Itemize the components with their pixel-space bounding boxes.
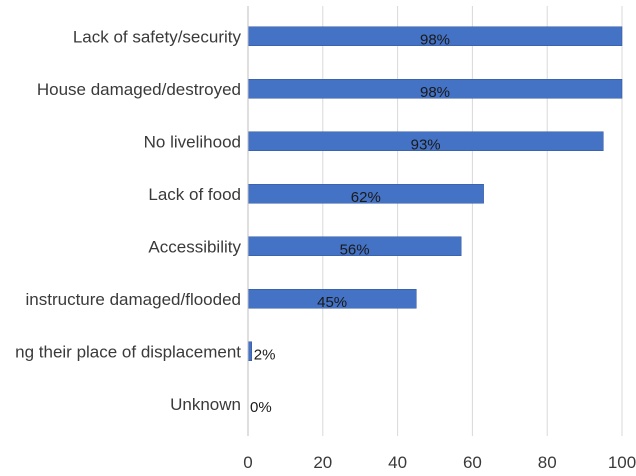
category-label: No livelihood (144, 132, 241, 151)
bars (247, 26, 623, 361)
data-label: 98% (420, 84, 450, 101)
x-tick-label: 0 (243, 453, 252, 472)
data-label: 56% (340, 241, 370, 258)
data-label: 93% (411, 136, 441, 153)
category-label: Lack of food (148, 185, 241, 204)
data-label: 45% (317, 294, 347, 311)
x-tick-label: 80 (538, 453, 557, 472)
x-tick-label: 100 (608, 453, 636, 472)
x-tick-label: 60 (463, 453, 482, 472)
x-tick-label: 20 (313, 453, 332, 472)
x-tick-label: 40 (388, 453, 407, 472)
data-labels: 98% 98% 93% 62% 56% 45% 2% 0% (250, 31, 450, 416)
category-label: Unknown (170, 395, 241, 414)
category-label: Lack of safety/security (73, 27, 242, 46)
category-label: Accessibility (148, 237, 241, 256)
category-labels: Lack of safety/security House damaged/des… (15, 27, 241, 414)
gridlines (322, 6, 623, 436)
data-label: 0% (250, 399, 272, 416)
x-axis-tick-labels: 0 20 40 60 80 100 (243, 453, 636, 472)
data-label: 2% (254, 346, 276, 363)
category-label: ng their place of displacement (15, 342, 241, 361)
category-label: House damaged/destroyed (37, 80, 241, 99)
data-label: 98% (420, 31, 450, 48)
bar (247, 341, 252, 361)
data-label: 62% (351, 189, 381, 206)
category-label: instructure damaged/flooded (26, 290, 241, 309)
